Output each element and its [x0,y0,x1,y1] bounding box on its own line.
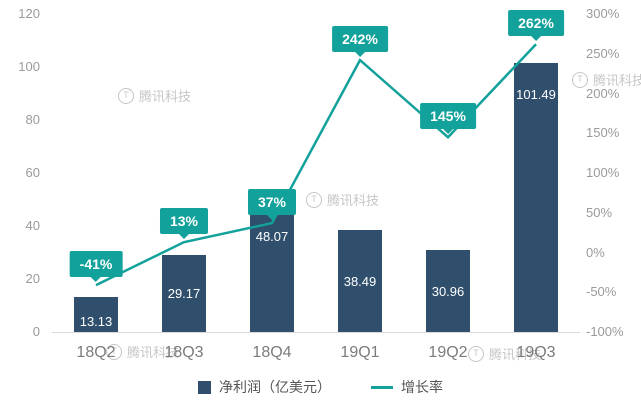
watermark-text: 腾讯科技 [593,73,641,88]
legend-item-net-profit: 净利润（亿美元） [198,377,331,397]
tencent-logo-icon: T [306,191,322,208]
watermark: T 腾讯科技 [468,344,541,363]
y-tick-left: 100 [18,59,40,74]
y-tick-right: 100% [586,165,620,180]
bar-value-18Q3: 29.17 [167,286,201,302]
tencent-logo-icon: T [468,345,484,362]
watermark-text: 腾讯科技 [489,347,542,362]
x-label-19Q3: 19Q3 [516,344,556,361]
bar-value-19Q2: 30.96 [431,283,465,299]
y-tick-right: 250% [586,45,620,61]
x-axis-line [52,332,580,333]
y-tick-right: 200% [586,85,620,101]
legend-label-net-profit: 净利润（亿美元） [219,379,331,395]
bar-value-18Q2: 13.13 [79,314,113,329]
growth-label-19Q2: 145% [420,103,476,135]
tencent-logo-icon: T [106,343,122,360]
y-tick-right: 300% [586,6,620,21]
x-label-18Q2: 18Q2 [76,344,116,361]
bar-value-19Q1: 38.49 [343,274,377,289]
growth-label-18Q3: 13% [159,208,209,240]
bar-value-18Q4: 48.07 [255,228,289,244]
y-tick-left: 0 [32,324,40,339]
y-tick-left: 20 [25,271,40,286]
growth-label-19Q3: 262% [508,10,564,42]
y-tick-right: 0% [586,244,605,260]
x-label-18Q4: 18Q4 [252,344,292,361]
y-tick-right: -100% [586,324,624,339]
y-tick-left: 80 [25,112,40,127]
bar-value-19Q3: 101.49 [516,87,556,103]
watermark: T 腾讯科技 [118,86,191,105]
bar-18Q2 [74,297,118,332]
growth-rate-swatch [371,385,393,389]
net-profit-swatch [198,380,211,394]
legend: 净利润（亿美元） 增长率 [0,377,641,397]
y-tick-left: 40 [25,218,40,233]
y-tick-right: 150% [586,125,620,141]
legend-label-growth-rate: 增长率 [401,379,443,395]
x-label-19Q1: 19Q1 [340,344,380,361]
watermark: T 腾讯科技 [572,70,641,89]
growth-label-18Q4: 37% [247,189,297,221]
y-tick-right: -50% [586,284,617,300]
y-tick-left: 60 [25,165,40,180]
legend-item-growth-rate: 增长率 [371,377,443,397]
x-label-19Q2: 19Q2 [428,344,468,361]
watermark-text: 腾讯科技 [139,89,192,104]
tencent-logo-icon: T [118,87,134,104]
watermark: T 腾讯科技 [306,190,379,209]
watermark-text: 腾讯科技 [327,193,380,208]
watermark-text: 腾讯科技 [127,345,180,360]
watermark: T 腾讯科技 [106,342,179,361]
y-tick-left: 120 [18,6,40,21]
tencent-logo-icon: T [572,71,588,88]
x-label-18Q3: 18Q3 [164,344,204,361]
growth-label-19Q1: 242% [332,26,388,58]
y-tick-right: 50% [586,204,613,220]
bar-19Q3 [514,63,558,332]
growth-label-18Q2: -41% [69,251,123,283]
